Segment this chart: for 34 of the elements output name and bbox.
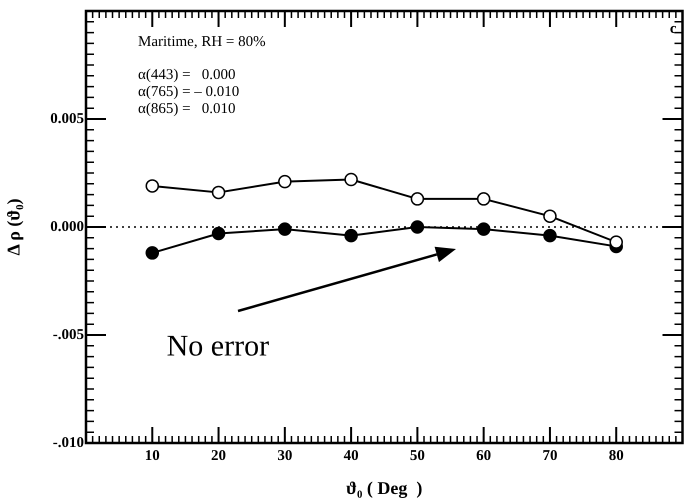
point xyxy=(344,228,358,242)
y-axis-title: Δ ρ (ϑ₀) xyxy=(3,198,24,256)
point xyxy=(410,220,424,234)
y-tick-label: 0.005 xyxy=(50,110,84,127)
x-tick-label: 30 xyxy=(277,448,292,464)
x-tick-label: 40 xyxy=(344,448,359,464)
x-tick-label: 70 xyxy=(542,448,558,464)
point xyxy=(278,174,292,188)
annotation: Maritime, RH = 80% xyxy=(138,34,266,50)
point xyxy=(543,209,557,223)
point xyxy=(476,192,490,206)
x-tick-label: 60 xyxy=(476,448,492,464)
point xyxy=(410,192,424,206)
point xyxy=(609,235,623,249)
x-tick-label: 10 xyxy=(144,448,160,464)
x-tick-label: 80 xyxy=(608,448,624,464)
y-tick-label: -.010 xyxy=(52,434,84,451)
point xyxy=(278,222,292,236)
point xyxy=(212,186,226,200)
annotation: α(865) = 0.010 xyxy=(138,101,236,117)
point xyxy=(543,228,557,242)
annotation: α(765) = – 0.010 xyxy=(138,84,240,100)
point xyxy=(476,222,490,236)
annotation: No error xyxy=(166,330,270,363)
point xyxy=(146,246,160,260)
point xyxy=(344,172,358,186)
y-tick-label: -.005 xyxy=(52,326,84,343)
y-tick-label: 0.000 xyxy=(50,218,84,235)
annotation: α(443) = 0.000 xyxy=(138,67,236,83)
point xyxy=(146,179,160,193)
x-tick-label: 20 xyxy=(211,448,226,464)
point xyxy=(212,226,226,240)
x-tick-label: 50 xyxy=(410,448,425,464)
x-axis-title: ϑ₀ ( Deg ) xyxy=(346,478,422,498)
